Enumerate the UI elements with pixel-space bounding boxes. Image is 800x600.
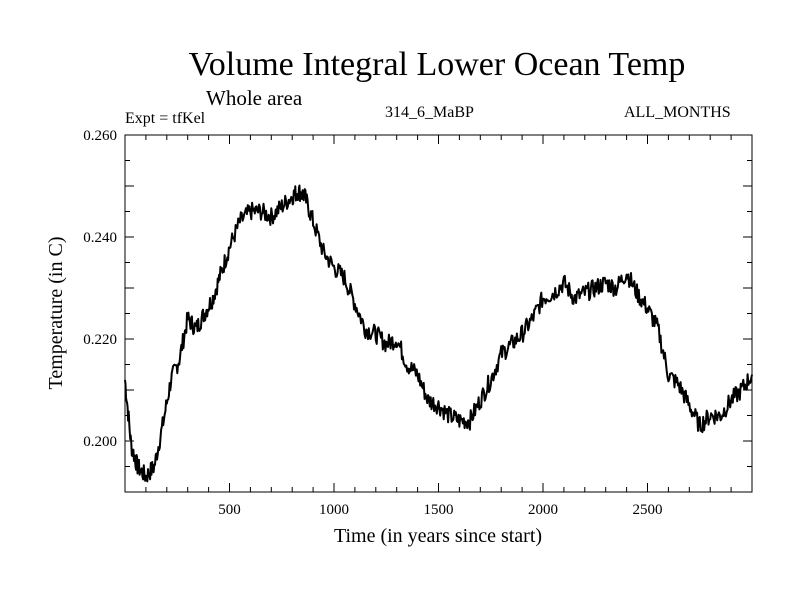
tick-labels: 500 1000 1500 2000 2500 0.200 0.220 0.240 0.260 — [83, 128, 662, 518]
axis-ticks — [125, 135, 752, 492]
series-line — [124, 184, 753, 483]
months-label: ALL_MONTHS — [624, 104, 731, 121]
x-tick-label: 1000 — [319, 502, 349, 518]
x-axis-label: Time (in years since start) — [334, 525, 542, 547]
chart-title: Volume Integral Lower Ocean Temp — [188, 46, 686, 83]
y-tick-label: 0.220 — [83, 332, 117, 348]
y-tick-label: 0.260 — [83, 128, 117, 144]
y-tick-label: 0.200 — [83, 434, 117, 450]
experiment-label: Expt = tfKel — [125, 110, 206, 127]
y-axis-label: Temperature (in C) — [45, 237, 67, 390]
x-tick-label: 2000 — [528, 502, 558, 518]
chart-subtitle: Whole area — [206, 86, 303, 110]
x-tick-label: 1500 — [424, 502, 454, 518]
x-tick-label: 500 — [218, 502, 241, 518]
y-tick-label: 0.240 — [83, 230, 117, 246]
run-label: 314_6_MaBP — [385, 104, 474, 121]
x-tick-label: 2500 — [633, 502, 663, 518]
plot-frame — [124, 134, 753, 493]
